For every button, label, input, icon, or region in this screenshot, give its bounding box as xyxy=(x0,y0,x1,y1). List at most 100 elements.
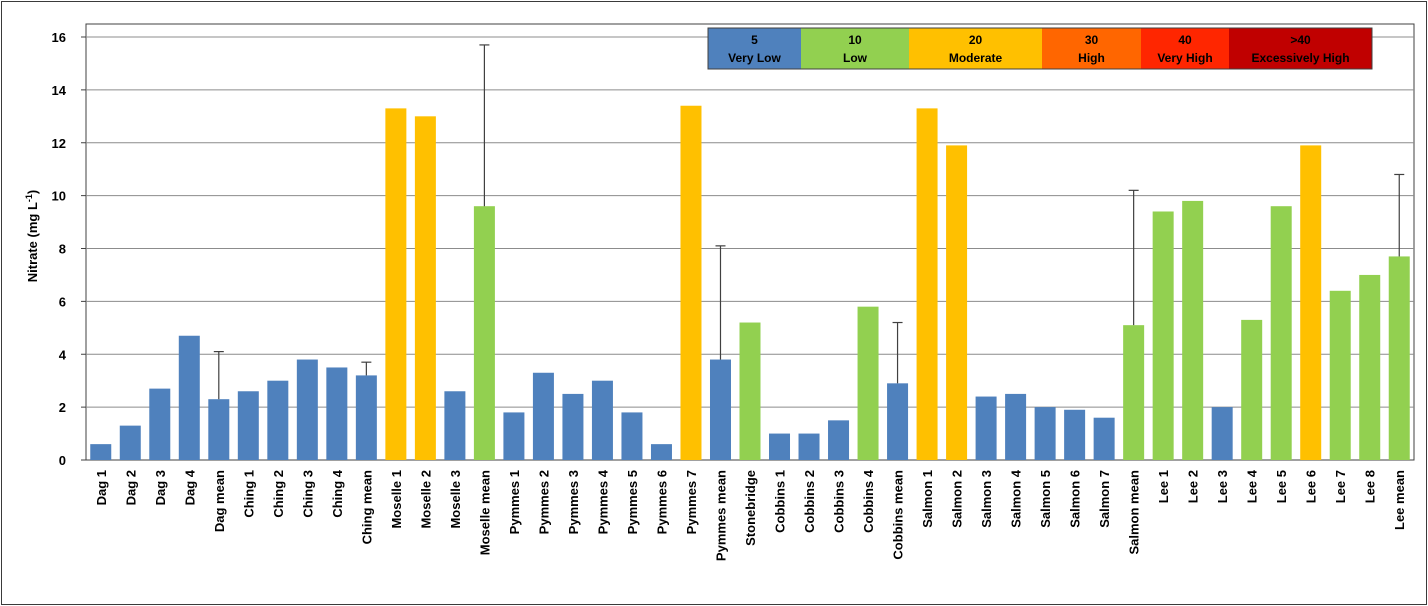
bar xyxy=(532,372,554,460)
bar xyxy=(591,380,613,460)
x-tick-label: Dag 4 xyxy=(182,469,197,505)
legend-swatch xyxy=(909,28,1042,69)
legend-label: Low xyxy=(843,51,868,65)
bar xyxy=(149,388,171,460)
bar xyxy=(326,367,348,460)
bars xyxy=(90,105,1410,461)
bar xyxy=(769,433,791,460)
x-tick-label: Ching mean xyxy=(359,470,374,544)
legend-swatch xyxy=(1141,28,1229,69)
bar xyxy=(798,433,820,460)
bar xyxy=(916,108,938,460)
bar xyxy=(1152,211,1174,460)
x-tick-label: Salmon 2 xyxy=(950,470,965,528)
bar xyxy=(178,335,200,460)
x-tick-label: Lee 4 xyxy=(1245,469,1260,503)
x-tick-label: Pymmes 6 xyxy=(654,470,669,534)
bar xyxy=(857,306,879,460)
legend-border xyxy=(707,27,1373,70)
x-tick-label: Salmon 7 xyxy=(1097,470,1112,528)
x-tick-label: Ching 3 xyxy=(300,470,315,518)
x-tick-label: Moselle 1 xyxy=(389,470,404,529)
x-tick-label: Pymmes 4 xyxy=(595,469,610,534)
x-tick-label: Pymmes 7 xyxy=(684,470,699,534)
x-tick-label: Lee 7 xyxy=(1333,470,1348,503)
bar xyxy=(739,322,761,460)
bar xyxy=(1093,417,1115,460)
x-tick-label: Lee 2 xyxy=(1186,470,1201,503)
y-tick-label: 12 xyxy=(52,136,66,151)
bar xyxy=(1123,325,1145,460)
bar xyxy=(1182,200,1204,460)
y-tick-label: 8 xyxy=(59,242,66,257)
bar xyxy=(119,425,141,460)
bar xyxy=(1329,290,1351,460)
bar xyxy=(355,375,377,460)
bar xyxy=(1270,206,1292,460)
bar xyxy=(946,145,968,461)
legend-value: 20 xyxy=(969,33,983,47)
x-tick-label: Lee 6 xyxy=(1304,470,1319,503)
bar xyxy=(267,380,289,460)
legend-label: Moderate xyxy=(949,51,1003,65)
bar xyxy=(473,206,495,460)
x-tick-label: Dag 2 xyxy=(123,470,138,505)
x-tick-label: Dag 1 xyxy=(94,470,109,505)
x-tick-label: Ching 1 xyxy=(241,470,256,518)
bar xyxy=(975,396,997,460)
y-tick-label: 6 xyxy=(59,294,66,309)
bar xyxy=(621,412,643,460)
y-tick-label: 14 xyxy=(52,83,67,98)
legend-swatch xyxy=(1042,28,1141,69)
x-tick-label: Moselle 3 xyxy=(448,470,463,529)
y-tick-label: 16 xyxy=(52,30,66,45)
legend-swatch xyxy=(801,28,909,69)
legend-label: Very High xyxy=(1157,51,1212,65)
legend-value: 10 xyxy=(848,33,862,47)
legend-label: Excessively High xyxy=(1251,51,1349,65)
x-tick-label: Lee 1 xyxy=(1156,470,1171,503)
bar xyxy=(562,393,584,460)
x-tick-label: Moselle 2 xyxy=(418,470,433,529)
bar xyxy=(237,391,259,460)
y-axis-ticks: 0 2 4 6 8 10 12 14 16 xyxy=(52,30,86,468)
x-tick-label: Moselle mean xyxy=(477,470,492,555)
bar xyxy=(444,391,466,460)
bar xyxy=(887,383,909,460)
y-tick-label: 4 xyxy=(59,347,67,362)
bar xyxy=(828,420,850,460)
x-tick-label: Salmon 4 xyxy=(1009,469,1024,528)
x-tick-label: Stonebridge xyxy=(743,470,758,546)
bar xyxy=(650,444,672,460)
bar xyxy=(208,399,230,460)
bar xyxy=(1388,256,1410,460)
x-tick-label: Lee 3 xyxy=(1215,470,1230,503)
y-tick-label: 0 xyxy=(59,453,66,468)
legend-value: 5 xyxy=(751,33,758,47)
x-tick-label: Cobbins 3 xyxy=(832,470,847,533)
bar xyxy=(503,412,525,460)
x-tick-label: Lee 8 xyxy=(1363,470,1378,503)
y-tick-label: 2 xyxy=(59,400,66,415)
legend-value: 40 xyxy=(1178,33,1192,47)
y-tick-label: 10 xyxy=(52,189,66,204)
y-axis-title: Nitrate (mg L-1) xyxy=(24,190,40,283)
bar xyxy=(414,116,436,460)
x-tick-label: Ching 4 xyxy=(330,469,345,517)
x-tick-label: Cobbins mean xyxy=(891,470,906,560)
x-tick-label: Salmon 6 xyxy=(1068,470,1083,528)
bar xyxy=(1359,274,1381,460)
x-tick-label: Salmon mean xyxy=(1127,470,1142,555)
bar xyxy=(1300,145,1322,461)
x-tick-label: Dag mean xyxy=(212,470,227,532)
bar xyxy=(1211,407,1233,460)
x-tick-label: Cobbins 4 xyxy=(861,469,876,533)
legend-swatch xyxy=(708,28,801,69)
legend-value: 30 xyxy=(1085,33,1099,47)
x-tick-label: Salmon 3 xyxy=(979,470,994,528)
x-tick-label: Cobbins 1 xyxy=(773,470,788,533)
x-tick-label: Pymmes 2 xyxy=(536,470,551,534)
x-tick-label: Salmon 5 xyxy=(1038,470,1053,528)
bar xyxy=(1064,409,1086,460)
